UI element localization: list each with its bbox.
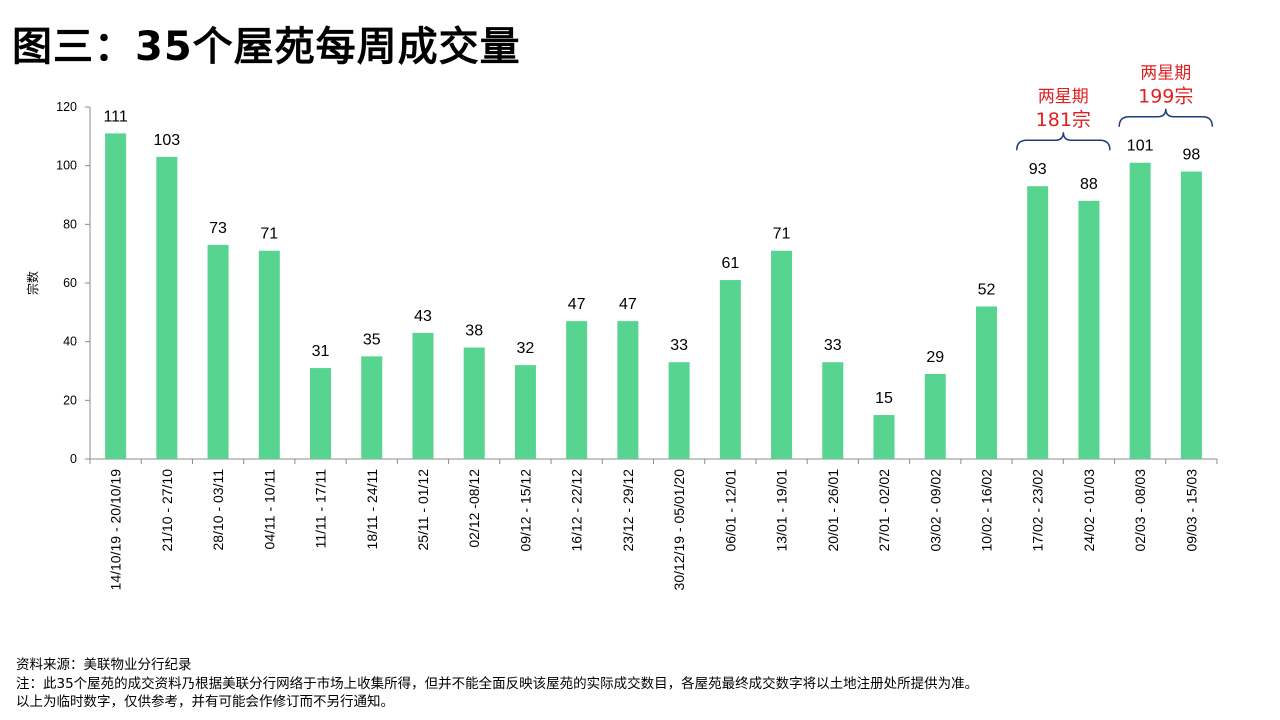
bar: [719, 280, 741, 459]
bar-value-label: 98: [1182, 147, 1200, 164]
y-tick-label: 120: [56, 100, 77, 114]
bar-value-label: 101: [1127, 138, 1154, 155]
x-category-label: 06/01 - 12/01: [722, 469, 738, 552]
bar: [207, 244, 229, 459]
x-category-label: 28/10 - 03/11: [210, 469, 226, 551]
bar: [1078, 200, 1100, 459]
x-category-label: 16/12 - 22/12: [569, 469, 585, 552]
bar: [361, 356, 383, 459]
annotation-total: 181宗: [1036, 109, 1091, 131]
bar-value-label: 47: [568, 296, 586, 313]
disclaimer-note: 注：此35个屋苑的成交资料乃根据美联分行网络于市场上收集所得，但并不能全面反映该…: [16, 675, 979, 692]
x-category-label: 13/01 - 19/01: [774, 469, 790, 552]
bar: [1180, 171, 1202, 460]
x-category-label: 30/12/19 - 05/01/20: [671, 469, 687, 591]
y-axis-label: 宗数: [25, 271, 40, 295]
bar: [1027, 186, 1049, 459]
x-category-label: 24/02 - 01/03: [1081, 469, 1097, 552]
source-note: 资料来源：美联物业分行纪录: [16, 657, 192, 673]
bar-value-label: 15: [875, 390, 893, 407]
bar-value-label: 31: [312, 343, 330, 360]
bar: [822, 362, 844, 459]
bar-value-label: 111: [103, 108, 127, 125]
chart-title: 图三：35个屋苑每周成交量: [12, 24, 521, 70]
annotation-period: 两星期: [1140, 64, 1191, 84]
bar-value-label: 103: [153, 132, 180, 149]
bar: [873, 415, 895, 459]
bar-value-label: 35: [363, 331, 381, 348]
y-tick-label: 60: [63, 276, 77, 290]
x-category-label: 17/02 - 23/02: [1030, 469, 1046, 552]
x-category-label: 14/10/19 - 20/10/19: [108, 469, 124, 591]
x-category-label: 23/12 - 29/12: [620, 469, 636, 552]
x-category-label: 09/12 - 15/12: [517, 469, 533, 552]
bar: [617, 321, 639, 459]
footnotes: 资料来源：美联物业分行纪录 注：此35个屋苑的成交资料乃根据美联分行网络于市场上…: [16, 656, 978, 712]
period-bracket: [1118, 108, 1214, 127]
bar-chart: 0 20 40 60 80 100 120 宗数 111 14/10/19 - 20/10/19…: [25, 64, 1218, 591]
bar-value-label: 29: [926, 349, 944, 366]
y-tick-label: 100: [56, 159, 77, 173]
bar: [975, 306, 997, 459]
bar-value-label: 43: [414, 308, 432, 325]
bar: [566, 321, 588, 459]
x-category-label: 11/11 - 17/11: [313, 469, 329, 549]
bar-value-label: 73: [209, 220, 227, 237]
bar: [258, 250, 280, 459]
x-category-label: 03/02 - 09/02: [927, 469, 943, 552]
x-category-label: 27/01 - 02/02: [876, 469, 892, 552]
bar: [310, 368, 332, 459]
bar-value-label: 71: [773, 226, 791, 243]
y-tick-label: 80: [63, 217, 77, 231]
x-category-label: 21/10 - 27/10: [159, 469, 175, 552]
y-tick-label: 40: [63, 335, 77, 349]
provisional-note: 以上为临时数字，仅供参考，并有可能会作修订而不另行通知。: [16, 694, 394, 710]
bar: [463, 347, 485, 459]
period-bracket: [1015, 132, 1111, 151]
x-category-label: 18/11 - 24/11: [364, 469, 380, 550]
bar: [105, 133, 127, 459]
y-tick-label: 0: [70, 452, 77, 466]
bar-value-label: 33: [670, 337, 688, 354]
bar: [412, 332, 434, 459]
bar-value-label: 61: [721, 255, 739, 272]
bar-value-label: 93: [1029, 161, 1047, 178]
x-category-label: 20/01 - 26/01: [825, 469, 841, 552]
x-category-label: 04/11 - 10/11: [261, 469, 277, 550]
x-category-label: 02/03 - 08/03: [1132, 469, 1148, 552]
y-tick-label: 20: [63, 393, 77, 407]
x-category-label: 09/03 - 15/03: [1183, 469, 1199, 552]
bar: [514, 365, 536, 459]
bar: [1129, 162, 1151, 459]
bar-value-label: 71: [260, 226, 278, 243]
bar-value-label: 47: [619, 296, 637, 313]
bar-value-label: 32: [517, 340, 535, 357]
bar-value-label: 33: [824, 337, 842, 354]
bar-value-label: 38: [465, 323, 483, 340]
bar-value-label: 52: [978, 281, 996, 298]
bar-value-label: 88: [1080, 176, 1098, 193]
bar: [668, 362, 690, 459]
bar: [771, 250, 793, 459]
x-category-label: 25/11 - 01/12: [415, 469, 431, 551]
bar: [156, 156, 178, 459]
x-category-label: 02/12 -08/12: [466, 469, 482, 548]
annotation-total: 199宗: [1138, 86, 1193, 108]
x-category-label: 10/02 - 16/02: [978, 469, 994, 552]
bar: [924, 373, 946, 459]
annotation-period: 两星期: [1038, 87, 1089, 107]
